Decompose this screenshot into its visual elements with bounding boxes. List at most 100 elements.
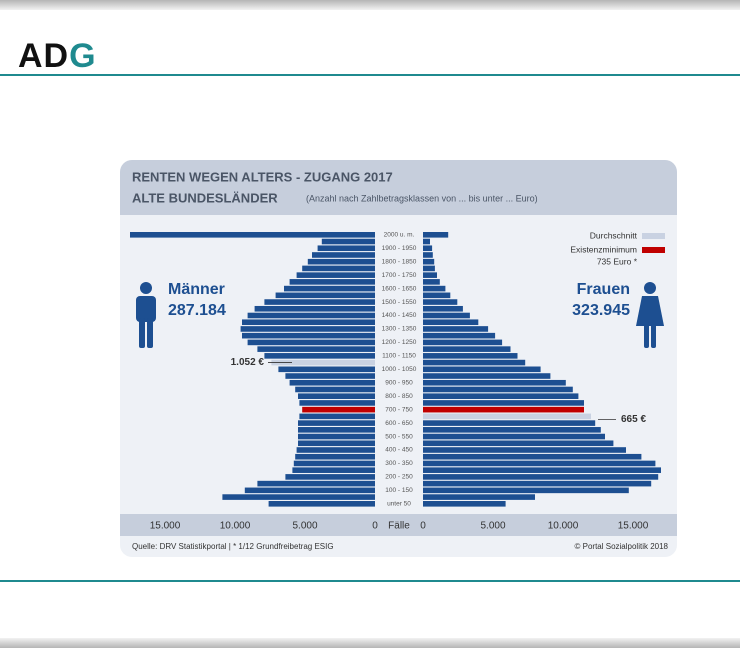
bar (423, 480, 652, 487)
bar (423, 346, 511, 352)
bar (302, 265, 375, 272)
category-label: unter 50 (387, 501, 411, 508)
category-label: 100 - 150 (385, 487, 413, 494)
category-label: 1100 - 1150 (382, 353, 416, 360)
legend-swatch (642, 247, 665, 253)
bar (240, 326, 375, 332)
bar (247, 312, 375, 319)
x-tick-label: 5.000 (480, 521, 505, 532)
bar (307, 258, 375, 265)
bar (423, 292, 451, 299)
bar (298, 440, 375, 447)
bar (423, 265, 435, 272)
category-label: 400 - 450 (385, 447, 413, 454)
bar (423, 487, 629, 494)
bar (423, 366, 541, 373)
bar (264, 299, 375, 305)
bar (423, 386, 573, 393)
bar (321, 238, 375, 245)
bar (296, 272, 375, 278)
bar (423, 339, 503, 346)
bar (298, 427, 375, 433)
bar (295, 386, 375, 393)
series-total: 287.184 (168, 302, 226, 319)
bar (247, 339, 375, 346)
bar (284, 285, 375, 292)
bar (423, 312, 470, 319)
bar (285, 373, 375, 379)
legend-swatch (642, 233, 665, 239)
category-label: 1500 - 1550 (382, 299, 417, 306)
category-label: 2000 u. m. (384, 232, 415, 239)
bar (423, 379, 566, 386)
bar (244, 487, 375, 494)
category-label: 1400 - 1450 (382, 312, 417, 319)
bar (298, 420, 375, 426)
copyright: © Portal Sozialpolitik 2018 (575, 542, 669, 551)
bar (423, 413, 591, 420)
x-tick-label: 15.000 (150, 521, 181, 532)
bar (423, 467, 661, 473)
category-label: 200 - 250 (385, 474, 413, 481)
axis-strip (120, 514, 677, 536)
category-label: 600 - 650 (385, 420, 413, 427)
bar (423, 494, 535, 500)
average-label: 1.052 € (231, 357, 265, 368)
bar (293, 460, 375, 467)
top-bar (0, 0, 740, 10)
category-label: 500 - 550 (385, 433, 413, 440)
bar (423, 501, 506, 507)
average-label: 665 € (621, 414, 646, 425)
bar (423, 406, 584, 413)
bar (423, 427, 601, 433)
bar (423, 245, 433, 252)
bar (271, 359, 375, 366)
bar (423, 232, 449, 238)
category-label: 1700 - 1750 (382, 272, 417, 279)
bar (423, 279, 440, 285)
bar (423, 373, 551, 379)
category-label: 300 - 350 (385, 460, 413, 467)
bar (264, 353, 375, 359)
logo: ADG (18, 37, 97, 75)
bar (285, 474, 375, 480)
x-tick-label: 5.000 (292, 521, 317, 532)
bar (423, 272, 437, 278)
bar (289, 379, 375, 386)
bar (295, 453, 375, 460)
x-tick-label: 15.000 (618, 521, 649, 532)
bar (299, 413, 375, 420)
center-axis-label: Fälle (388, 521, 410, 532)
bar (423, 252, 433, 258)
bar (423, 420, 596, 426)
bar (423, 440, 614, 447)
card-header (120, 160, 677, 215)
bar (423, 353, 518, 359)
bar (312, 252, 375, 258)
bar (423, 474, 659, 480)
category-label: 1800 - 1850 (382, 258, 417, 265)
bar (298, 433, 375, 440)
x-tick-label: 0 (372, 521, 378, 532)
x-tick-label: 0 (420, 521, 426, 532)
series-total: 323.945 (572, 302, 630, 319)
legend-label: Existenzminimum (570, 244, 637, 254)
bar (268, 501, 375, 507)
bar (423, 460, 656, 467)
source: Quelle: DRV Statistikportal | * 1/12 Gru… (132, 542, 334, 551)
category-label: 800 - 850 (385, 393, 413, 400)
bar (423, 326, 489, 332)
bar (278, 366, 375, 373)
category-label: 1300 - 1350 (382, 326, 417, 333)
bar (423, 299, 458, 305)
bar (298, 393, 375, 399)
category-label: 1600 - 1650 (382, 285, 417, 292)
bar (423, 400, 584, 406)
bar (254, 305, 375, 312)
bar (423, 258, 435, 265)
bar (423, 447, 626, 453)
bar (275, 292, 375, 299)
bar (222, 494, 375, 500)
